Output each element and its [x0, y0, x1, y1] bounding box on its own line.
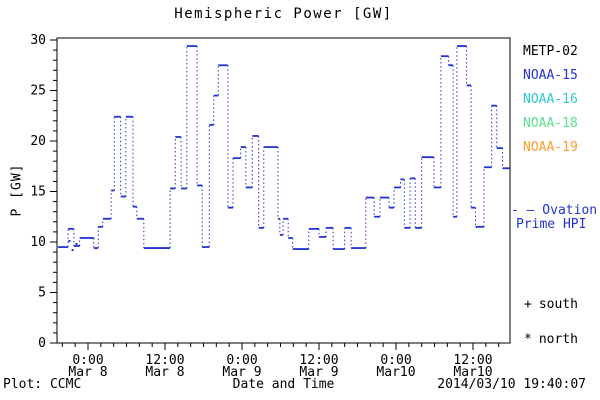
y-tick-label: 0 [38, 336, 46, 351]
x-tick-time-label: 12:00 [145, 353, 184, 368]
x-tick-time-label: 0:00 [72, 353, 103, 368]
plot-border [56, 37, 511, 344]
x-tick-date-label: Mar 9 [222, 365, 261, 380]
legend-item-noaa16: NOAA-16 [523, 92, 578, 107]
y-tick-label: 5 [38, 286, 46, 301]
x-tick-time-label: 12:00 [453, 353, 492, 368]
data-dot [75, 243, 78, 246]
y-tick-label: 10 [30, 235, 46, 250]
satellite-legend: METP-02 NOAA-15 NOAA-16 NOAA-18 NOAA-19 [523, 40, 578, 160]
legend-item-noaa15: NOAA-15 [523, 68, 578, 83]
south-marker-legend: + south [524, 297, 578, 312]
plus-marker-icon: + [524, 297, 532, 312]
data-dot [71, 249, 74, 252]
x-tick-time-label: 0:00 [226, 353, 257, 368]
y-tick-label: 20 [30, 134, 46, 149]
x-tick-date-label: Mar10 [376, 365, 415, 380]
plot-timestamp: 2014/03/10 19:40:07 [437, 377, 586, 392]
x-tick-time-label: 0:00 [380, 353, 411, 368]
legend-item-noaa19: NOAA-19 [523, 140, 578, 155]
x-tick-date-label: Mar 9 [299, 365, 338, 380]
x-tick-date-label: Mar10 [453, 365, 492, 380]
y-tick-label: 25 [30, 84, 46, 99]
x-tick-time-label: 12:00 [299, 353, 338, 368]
plot-credit: Plot: CCMC [3, 377, 82, 392]
y-tick-label: 15 [30, 185, 46, 200]
asterisk-marker-icon: * [524, 332, 532, 347]
ovation-legend-line2: Prime HPI [516, 217, 587, 232]
south-marker-label: south [538, 297, 578, 312]
north-marker-legend: * north [524, 332, 578, 347]
legend-item-metp02: METP-02 [523, 44, 578, 59]
x-axis-title: Date and Time [232, 377, 335, 392]
chart-title: Hemispheric Power [GW] [174, 6, 393, 22]
x-tick-date-label: Mar 8 [145, 365, 184, 380]
y-tick-label: 30 [30, 33, 46, 48]
ovation-prime-legend: - — Ovation Prime HPI [511, 204, 597, 232]
ovation-legend-line1: - — Ovation [511, 203, 598, 218]
x-tick-date-label: Mar 8 [68, 365, 107, 380]
y-axis-title: P [GW] [9, 163, 25, 217]
data-dot [68, 239, 71, 242]
legend-item-noaa18: NOAA-18 [523, 116, 578, 131]
north-marker-label: north [538, 332, 578, 347]
